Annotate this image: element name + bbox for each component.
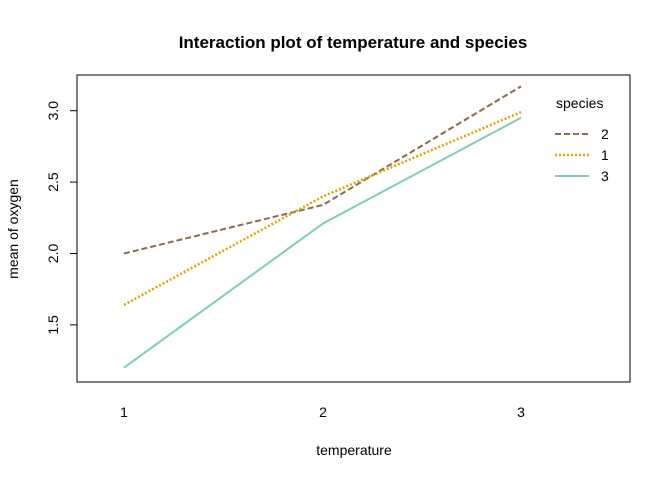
legend: species 2 1 3 [555, 95, 609, 184]
y-tick-label: 1.5 [45, 315, 61, 335]
series-line-1 [123, 110, 522, 306]
x-tick-label: 1 [120, 404, 128, 420]
legend-label-1: 1 [601, 147, 609, 163]
chart-title: Interaction plot of temperature and spec… [179, 33, 528, 52]
legend-title: species [556, 95, 603, 111]
y-tick-label: 2.5 [45, 172, 61, 192]
y-tick-label: 2.0 [45, 244, 61, 264]
y-axis: 1.5 2.0 2.5 3.0 [45, 101, 78, 335]
legend-label-3: 3 [601, 168, 609, 184]
series-layer [123, 85, 522, 369]
plot-area [76, 74, 631, 383]
x-axis-label: temperature [316, 442, 392, 458]
legend-label-2: 2 [601, 126, 609, 142]
y-axis-label: mean of oxygen [5, 179, 21, 279]
series-line-2 [123, 85, 522, 255]
x-tick-label: 2 [319, 404, 327, 420]
x-tick-label: 3 [517, 404, 525, 420]
x-axis: 1 2 3 [120, 404, 525, 420]
series-line-3 [123, 116, 522, 369]
y-tick-label: 3.0 [45, 101, 61, 121]
